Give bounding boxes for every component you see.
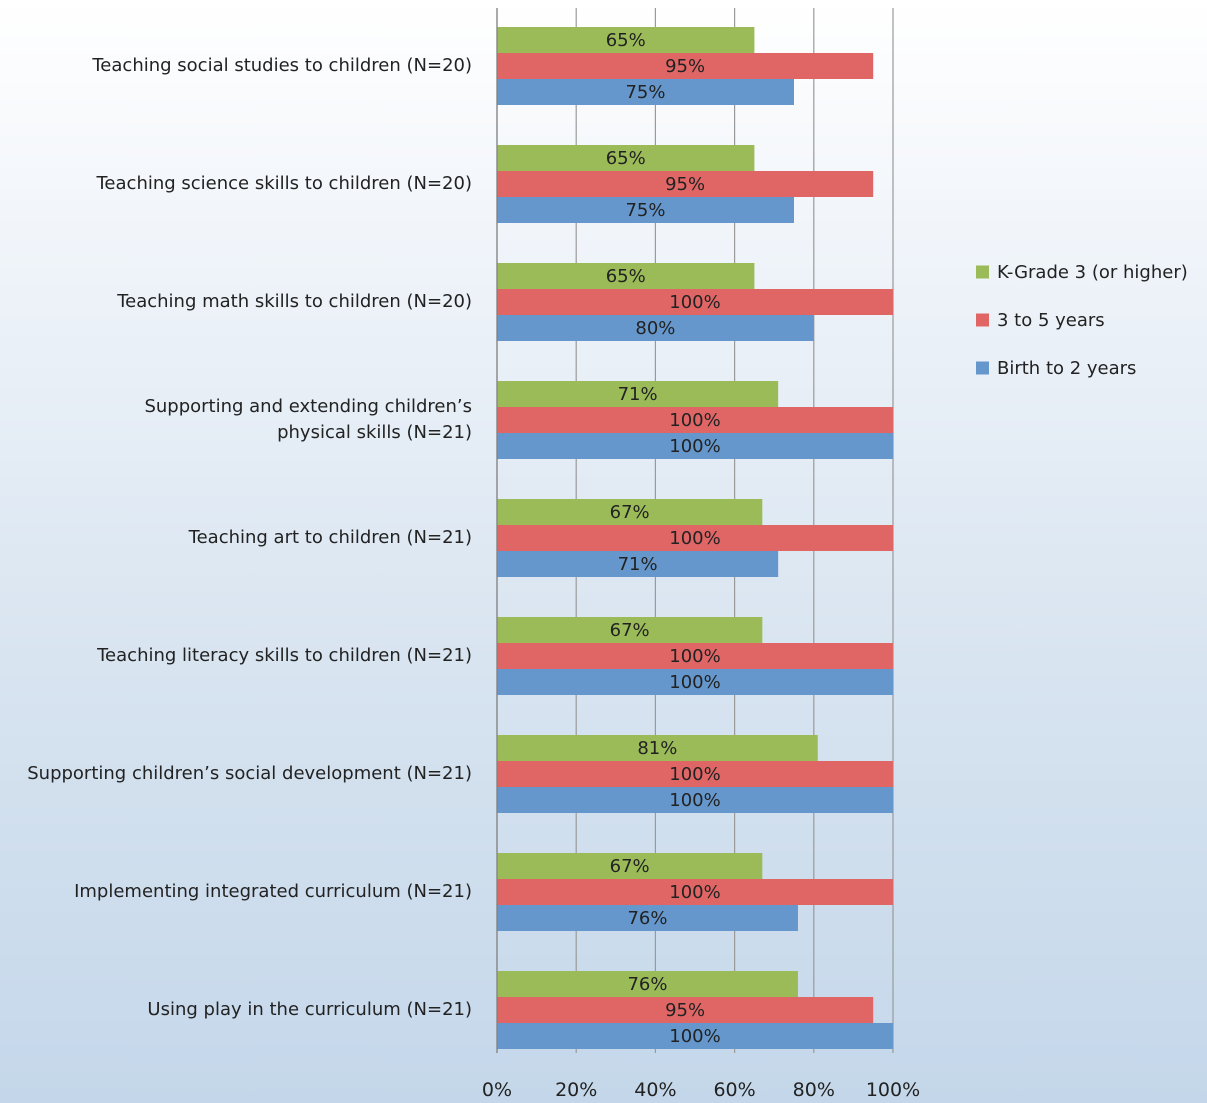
- bar: [497, 669, 893, 695]
- data-label: 100%: [669, 528, 720, 549]
- data-label: 100%: [669, 410, 720, 431]
- data-label: 100%: [669, 672, 720, 693]
- data-label: 65%: [606, 30, 646, 51]
- bar: [497, 617, 763, 643]
- data-label: 76%: [627, 974, 667, 995]
- data-label: 67%: [610, 502, 650, 523]
- legend-label: K-Grade 3 (or higher): [997, 262, 1188, 283]
- data-label: 71%: [618, 384, 658, 405]
- legend-label: Birth to 2 years: [997, 358, 1136, 379]
- data-label: 100%: [669, 436, 720, 457]
- data-label: 95%: [665, 1000, 705, 1021]
- bar: [497, 171, 874, 197]
- category-label: Teaching literacy skills to children (N=…: [96, 645, 472, 666]
- data-label: 67%: [610, 620, 650, 641]
- bar: [497, 433, 893, 459]
- data-label: 75%: [625, 200, 665, 221]
- bar: [497, 289, 893, 315]
- category-label: physical skills (N=21): [277, 422, 472, 443]
- data-label: 100%: [669, 292, 720, 313]
- bar: [497, 997, 874, 1023]
- x-tick-label: 20%: [555, 1079, 597, 1101]
- bar: [497, 53, 874, 79]
- category-label: Implementing integrated curriculum (N=21…: [74, 881, 472, 902]
- category-label: Teaching art to children (N=21): [188, 527, 472, 548]
- data-label: 67%: [610, 856, 650, 877]
- bar: [497, 787, 893, 813]
- category-label: Teaching science skills to children (N=2…: [96, 173, 473, 194]
- data-label: 76%: [627, 908, 667, 929]
- bar: [497, 735, 818, 761]
- legend-swatch: [976, 361, 989, 375]
- bar: [497, 525, 893, 551]
- data-label: 100%: [669, 1026, 720, 1047]
- bar: [497, 761, 893, 787]
- data-label: 95%: [665, 56, 705, 77]
- data-label: 65%: [606, 148, 646, 169]
- bar: [497, 1023, 893, 1049]
- data-label: 100%: [669, 646, 720, 667]
- data-label: 75%: [625, 82, 665, 103]
- data-label: 80%: [635, 318, 675, 339]
- data-label: 95%: [665, 174, 705, 195]
- legend-label: 3 to 5 years: [997, 310, 1105, 331]
- bar: [497, 315, 814, 341]
- category-label: Supporting children’s social development…: [27, 763, 472, 784]
- bar: [497, 971, 798, 997]
- bar: [497, 905, 798, 931]
- data-label: 100%: [669, 764, 720, 785]
- data-label: 65%: [606, 266, 646, 287]
- bar: [497, 551, 779, 577]
- bar: [497, 381, 779, 407]
- x-tick-label: 40%: [634, 1079, 676, 1101]
- bar: [497, 79, 794, 105]
- bar: [497, 27, 755, 53]
- category-label: Teaching math skills to children (N=20): [116, 291, 472, 312]
- category-label: Teaching social studies to children (N=2…: [91, 55, 472, 76]
- legend-swatch: [976, 265, 989, 279]
- bar: [497, 499, 763, 525]
- x-tick-label: 100%: [866, 1079, 920, 1101]
- data-label: 81%: [637, 738, 677, 759]
- bar: [497, 407, 893, 433]
- bar: [497, 197, 794, 223]
- x-tick-label: 60%: [713, 1079, 755, 1101]
- bar: [497, 145, 755, 171]
- x-tick-label: 0%: [482, 1079, 512, 1101]
- data-label: 71%: [618, 554, 658, 575]
- bar: [497, 879, 893, 905]
- x-tick-label: 80%: [793, 1079, 835, 1101]
- bar: [497, 643, 893, 669]
- bar: [497, 263, 755, 289]
- category-label: Using play in the curriculum (N=21): [147, 999, 472, 1020]
- bar: [497, 853, 763, 879]
- data-label: 100%: [669, 882, 720, 903]
- data-label: 100%: [669, 790, 720, 811]
- legend-swatch: [976, 313, 989, 327]
- category-label: Supporting and extending children’s: [144, 396, 472, 417]
